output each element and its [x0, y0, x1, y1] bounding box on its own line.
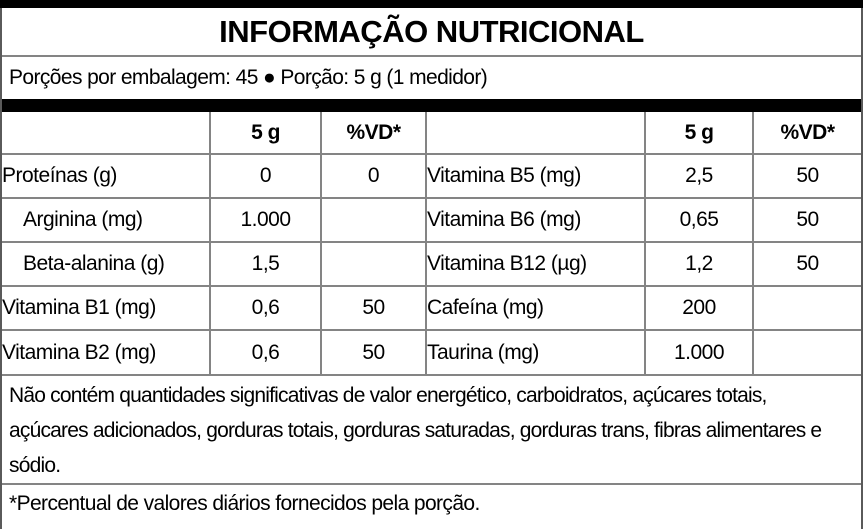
amount-cell: 0,65 [644, 197, 754, 243]
table-header-row: 5 g %VD* 5 g %VD* [1, 111, 862, 155]
dv-cell: 50 [752, 241, 862, 287]
header-blank-left [1, 111, 211, 155]
amount-cell: 1,5 [209, 241, 322, 287]
no-significant-amounts-text: Não contém quantidades significativas de… [2, 374, 861, 483]
dv-cell [752, 285, 862, 331]
amount-cell: 0 [209, 153, 322, 199]
nutrient-name-cell: Vitamina B12 (µg) [425, 241, 646, 287]
nutrient-name-cell: Beta-alanina (g) [1, 241, 211, 287]
amount-cell: 0,6 [209, 285, 322, 331]
dv-cell: 50 [752, 153, 862, 199]
nutrient-name-cell: Vitamina B2 (mg) [1, 329, 211, 375]
nutrient-name-cell: Vitamina B5 (mg) [425, 153, 646, 199]
daily-value-footnote: *Percentual de valores diários fornecido… [2, 483, 861, 529]
dv-cell: 50 [320, 329, 427, 375]
header-amount-right: 5 g [644, 111, 754, 155]
header-dv-right: %VD* [752, 111, 862, 155]
dv-cell [320, 241, 427, 287]
top-border-bar [0, 0, 863, 8]
amount-cell: 1,2 [644, 241, 754, 287]
table-row: Proteínas (g) 0 0 Vitamina B5 (mg) 2,5 5… [1, 153, 862, 199]
amount-cell: 1.000 [209, 197, 322, 243]
nutrient-name-cell: Cafeína (mg) [425, 285, 646, 331]
dv-cell: 50 [320, 285, 427, 331]
header-blank-right [425, 111, 646, 155]
nutrient-name-cell: Taurina (mg) [425, 329, 646, 375]
label-body: INFORMAÇÃO NUTRICIONAL Porções por embal… [0, 8, 863, 529]
amount-cell: 200 [644, 285, 754, 331]
separator-bar [2, 99, 861, 112]
nutrition-table: 5 g %VD* 5 g %VD* Proteínas (g) 0 0 Vita… [1, 111, 862, 375]
nutrient-name-cell: Vitamina B6 (mg) [425, 197, 646, 243]
nutrient-name-cell: Vitamina B1 (mg) [1, 285, 211, 331]
amount-cell: 0,6 [209, 329, 322, 375]
table-row: Beta-alanina (g) 1,5 Vitamina B12 (µg) 1… [1, 241, 862, 287]
amount-cell: 1.000 [644, 329, 754, 375]
dv-cell: 0 [320, 153, 427, 199]
table-row: Vitamina B1 (mg) 0,6 50 Cafeína (mg) 200 [1, 285, 862, 331]
serving-info: Porções por embalagem: 45 ● Porção: 5 g … [9, 66, 488, 89]
nutrient-name-cell: Proteínas (g) [1, 153, 211, 199]
dv-cell [320, 197, 427, 243]
nutrient-name-cell: Arginina (mg) [1, 197, 211, 243]
table-row: Vitamina B2 (mg) 0,6 50 Taurina (mg) 1.0… [1, 329, 862, 375]
header-amount-left: 5 g [209, 111, 322, 155]
label-title: INFORMAÇÃO NUTRICIONAL [2, 8, 861, 57]
dv-cell [752, 329, 862, 375]
table-row: Arginina (mg) 1.000 Vitamina B6 (mg) 0,6… [1, 197, 862, 243]
dv-cell: 50 [752, 197, 862, 243]
amount-cell: 2,5 [644, 153, 754, 199]
header-dv-left: %VD* [320, 111, 427, 155]
